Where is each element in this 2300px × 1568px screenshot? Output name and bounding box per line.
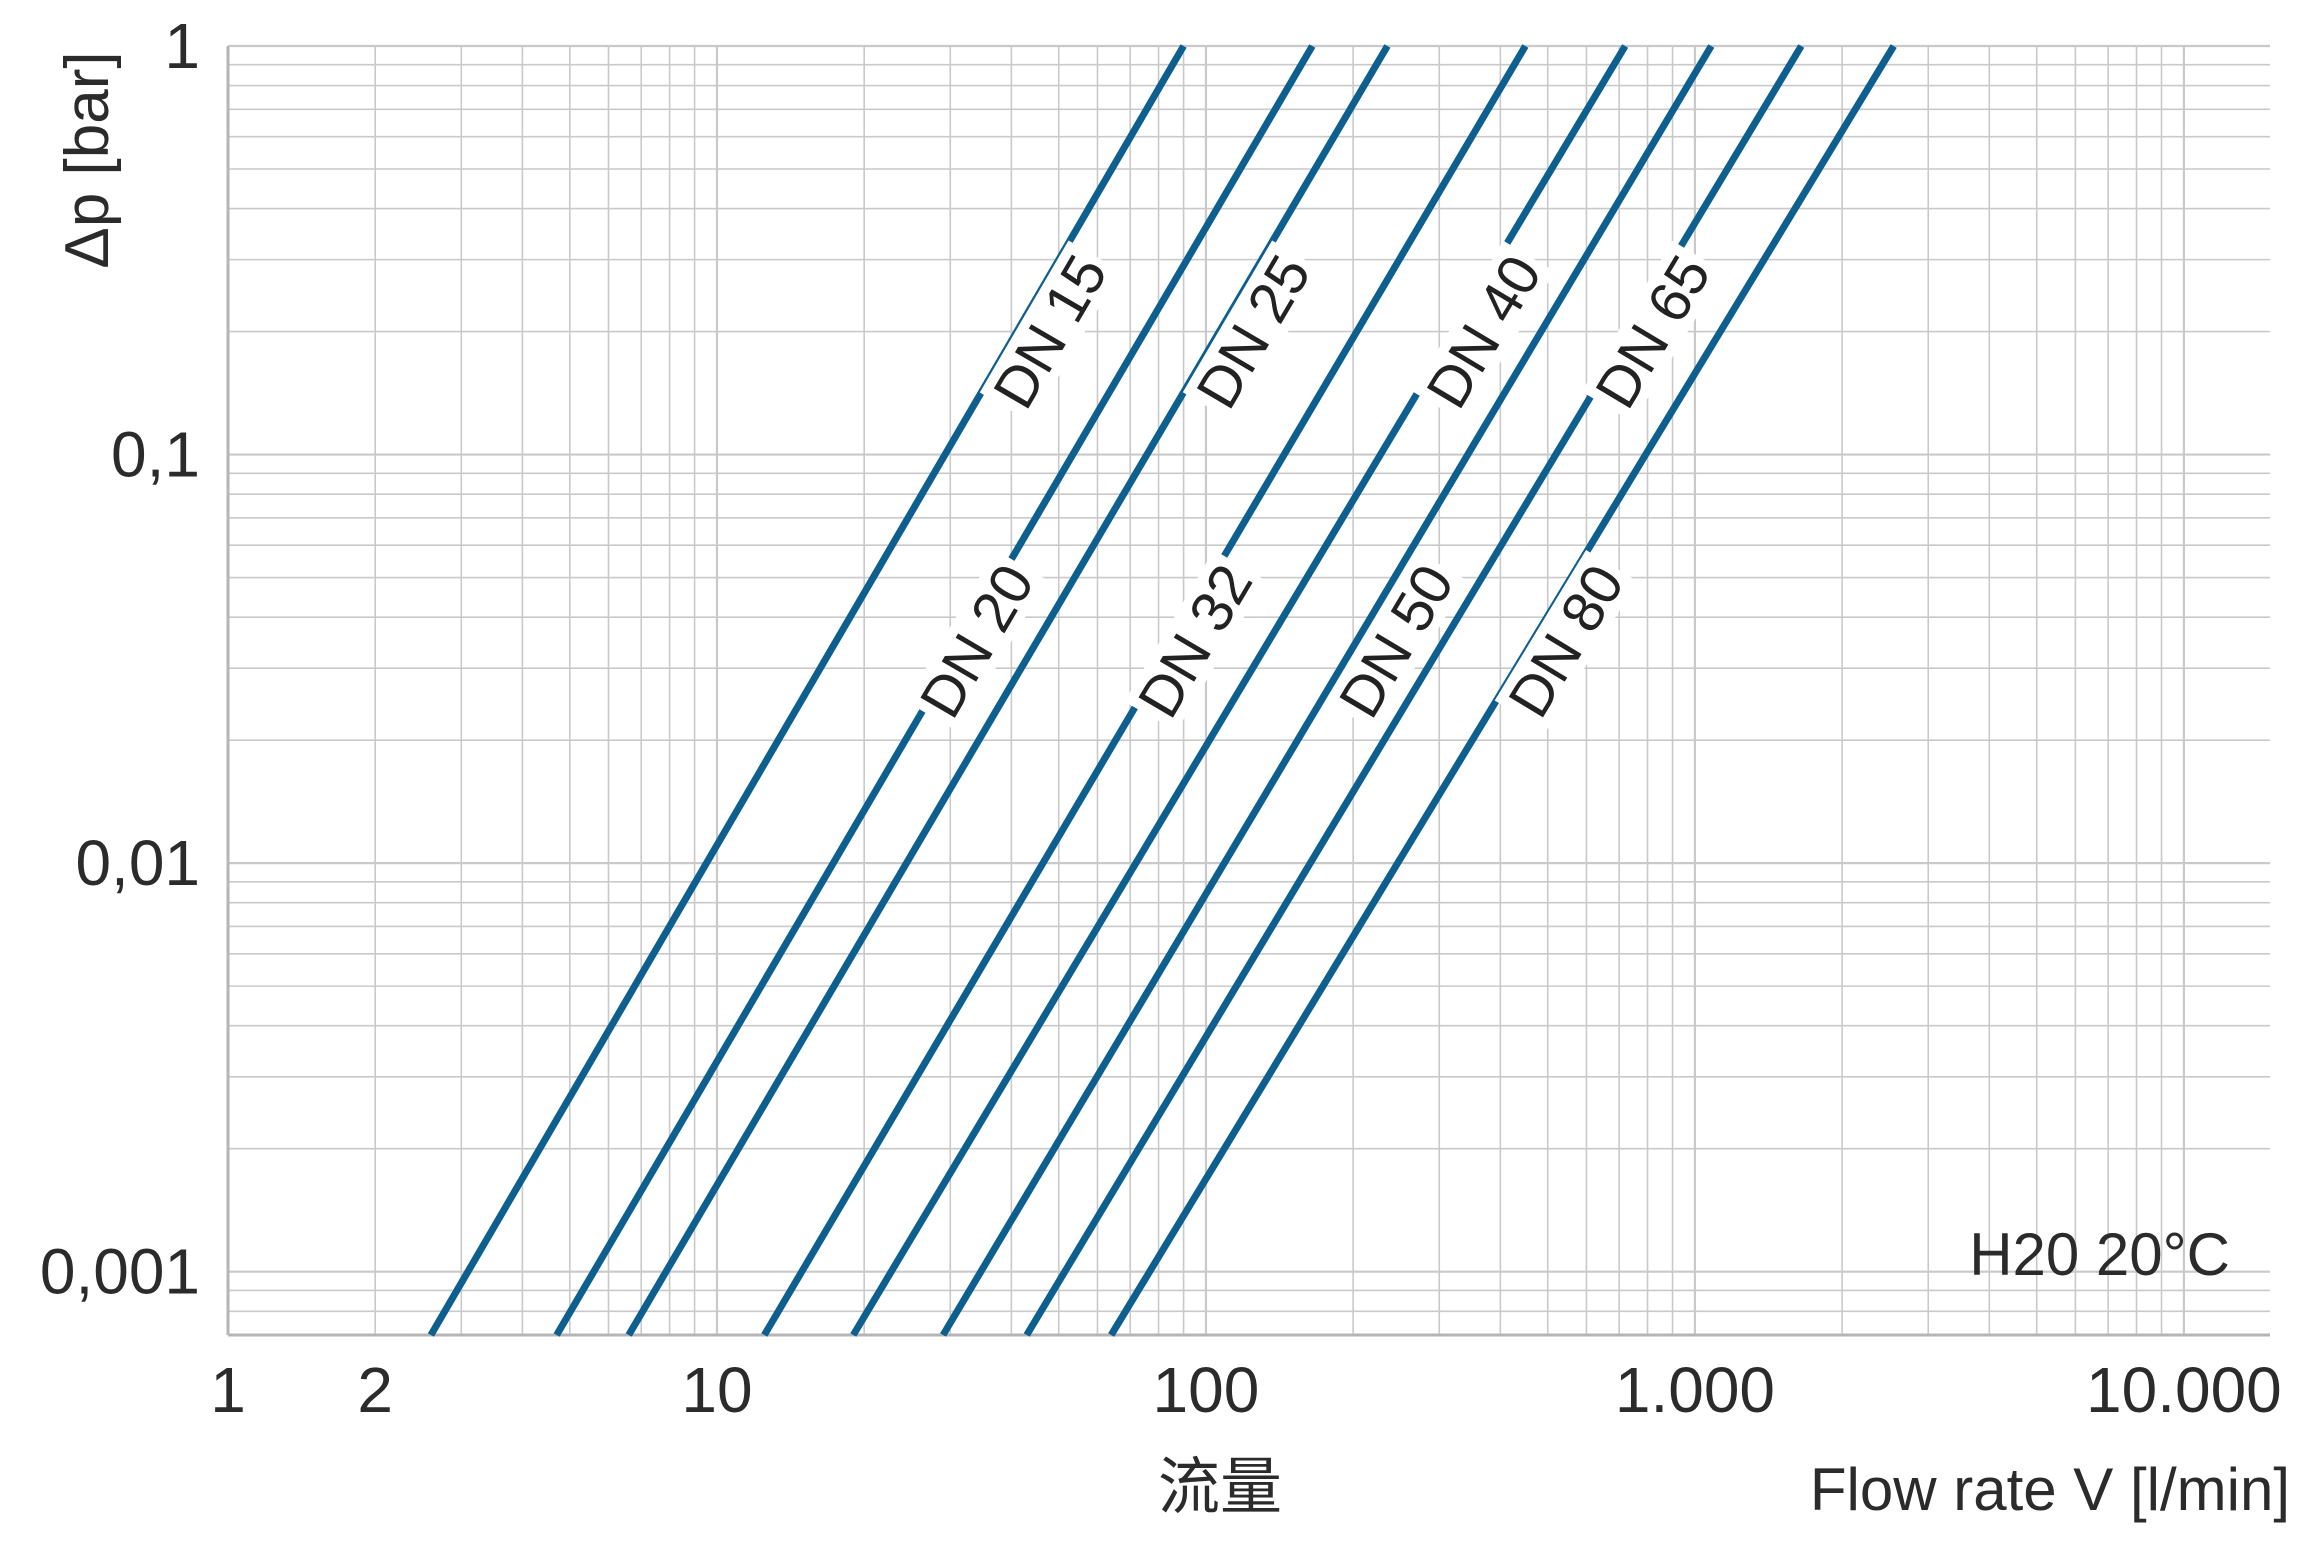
x-tick-label: 100 [1153,1354,1260,1426]
x-tick-label: 10 [681,1354,752,1426]
series-label-bg [979,240,1121,423]
series-label-group-dn-20: DN 20 [906,549,1048,732]
y-tick-label: 0,01 [75,827,200,899]
series-label-bg [1494,550,1638,732]
series-label-bg [1412,240,1555,423]
x-axis-title-secondary: 流量 [1158,1453,1282,1522]
series-label-bg [906,549,1048,732]
x-tick-label: 1 [210,1354,246,1426]
y-tick-label: 0,1 [111,419,200,491]
series-label-dn-32: DN 32 [1126,554,1266,729]
grid [226,44,2270,1336]
series-line-dn-50 [940,44,1715,1337]
series-label-bg [1581,240,1724,423]
series-label-dn-20: DN 20 [908,554,1047,729]
series-label-group-dn-80: DN 80 [1494,550,1638,732]
x-tick-label: 2 [357,1354,393,1426]
series-label-bg [1124,549,1266,732]
y-tick-label: 0,001 [40,1236,200,1308]
x-axis-title: Flow rate V [l/min] [1810,1456,2290,1523]
series-label-dn-80: DN 80 [1496,554,1637,728]
x-tick-label: 10.000 [2086,1354,2282,1426]
y-axis-title: Δp [bar] [53,51,122,268]
series-label-bg [1182,240,1324,423]
tick-labels: 1 2 10 100 1.000 10.000 1 0,1 0,01 0,001 [40,10,2282,1426]
plot-frame [226,46,2270,1337]
annotation-h2o-20c: H20 20°C [1969,1221,2230,1288]
series-line-dn-15 [427,44,1187,1337]
x-tick-label: 1.000 [1615,1354,1775,1426]
series-line-dn-25 [625,44,1391,1337]
series-label-group-dn-32: DN 32 [1124,549,1266,732]
y-tick-label: 1 [164,10,200,82]
series-label-bg [1325,549,1468,732]
